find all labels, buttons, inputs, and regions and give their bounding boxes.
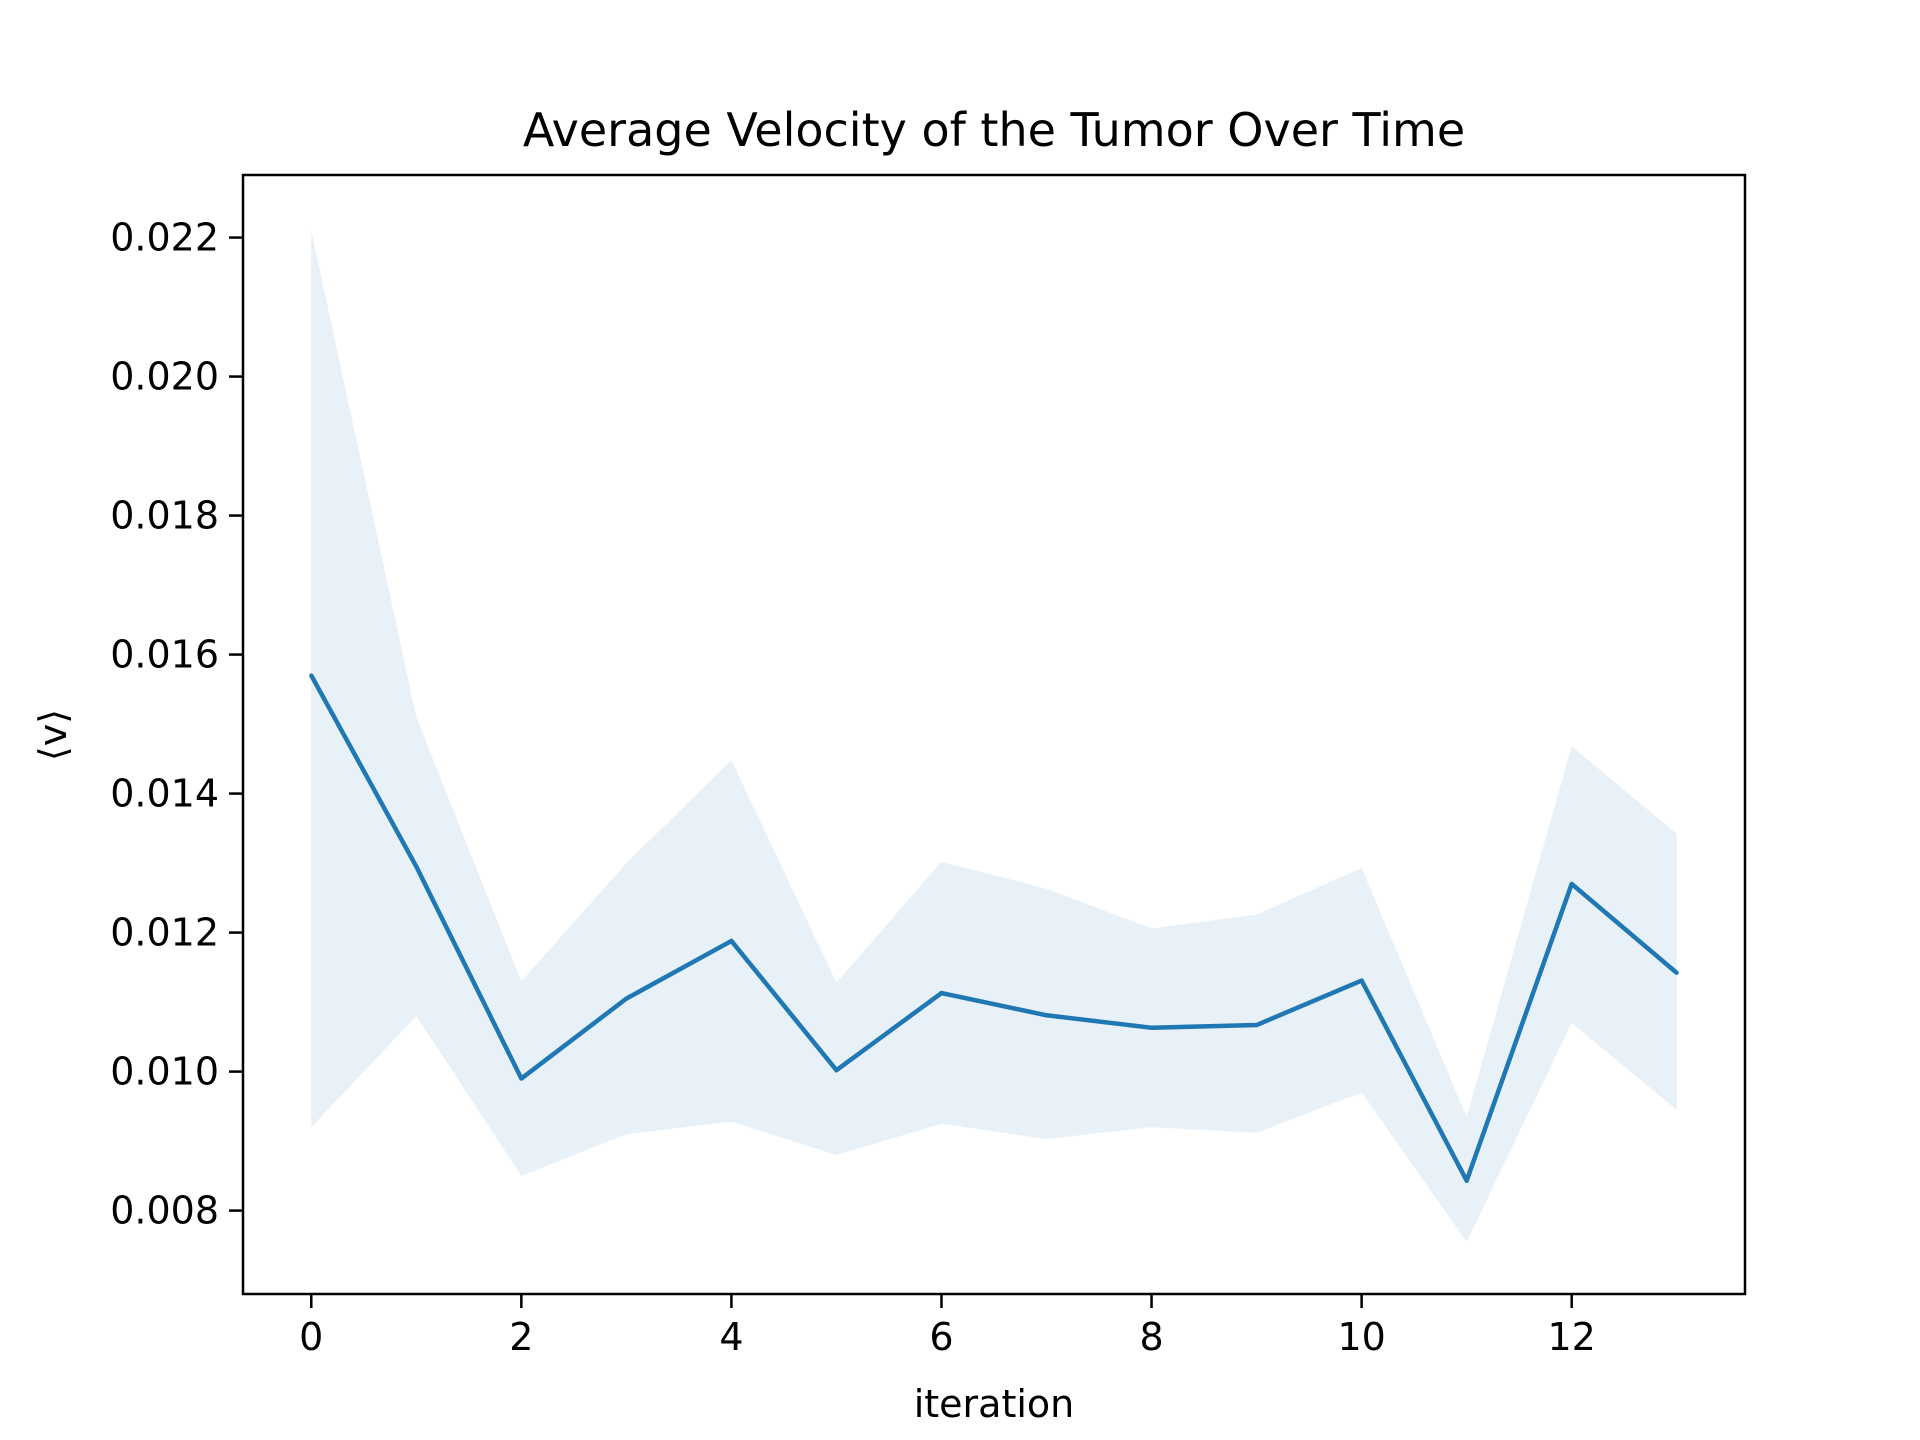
y-axis: 0.008 0.010 0.012 0.014 0.016 0.018 0.020 0.022 (110, 216, 243, 1233)
x-tick-label: 6 (929, 1315, 953, 1359)
axes-frame (241, 173, 1747, 1296)
data-point (1674, 970, 1679, 975)
data-point (1569, 881, 1574, 886)
data-point (834, 1068, 839, 1073)
y-tick-label: 0.014 (110, 772, 219, 816)
x-tick-label: 4 (719, 1315, 743, 1359)
data-point (1359, 978, 1364, 983)
data-point (1044, 1013, 1049, 1018)
chart-title: Average Velocity of the Tumor Over Time (523, 103, 1465, 157)
y-tick-label: 0.018 (110, 494, 219, 538)
data-point (1464, 1178, 1469, 1183)
y-tick-label: 0.020 (110, 355, 219, 399)
data-point (414, 864, 419, 869)
y-tick-label: 0.022 (110, 216, 219, 260)
y-tick-label: 0.016 (110, 633, 219, 677)
series-line-0 (309, 674, 1679, 1183)
data-point (309, 673, 314, 678)
data-point (624, 996, 629, 1001)
data-point (519, 1076, 524, 1081)
x-tick-label: 2 (509, 1315, 533, 1359)
confidence-band-0 (311, 230, 1677, 1242)
y-tick-label: 0.010 (110, 1050, 219, 1094)
data-point (1254, 1023, 1259, 1028)
x-tick-label: 10 (1337, 1315, 1385, 1359)
x-tick-label: 0 (299, 1315, 323, 1359)
data-point (1149, 1025, 1154, 1030)
data-point (729, 938, 734, 943)
data-point (939, 991, 944, 996)
x-tick-label: 8 (1139, 1315, 1163, 1359)
plot-area (309, 230, 1679, 1242)
x-axis-label: iteration (914, 1382, 1075, 1426)
y-tick-label: 0.012 (110, 911, 219, 955)
x-axis: 0 2 4 6 8 10 12 (299, 1294, 1596, 1359)
y-axis-label: ⟨v⟩ (31, 709, 75, 761)
x-tick-label: 12 (1548, 1315, 1596, 1359)
y-tick-label: 0.008 (110, 1189, 219, 1233)
